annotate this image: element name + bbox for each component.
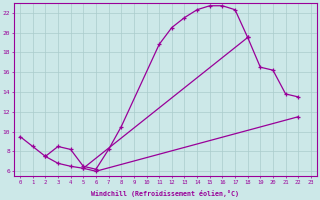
- X-axis label: Windchill (Refroidissement éolien,°C): Windchill (Refroidissement éolien,°C): [92, 190, 239, 197]
